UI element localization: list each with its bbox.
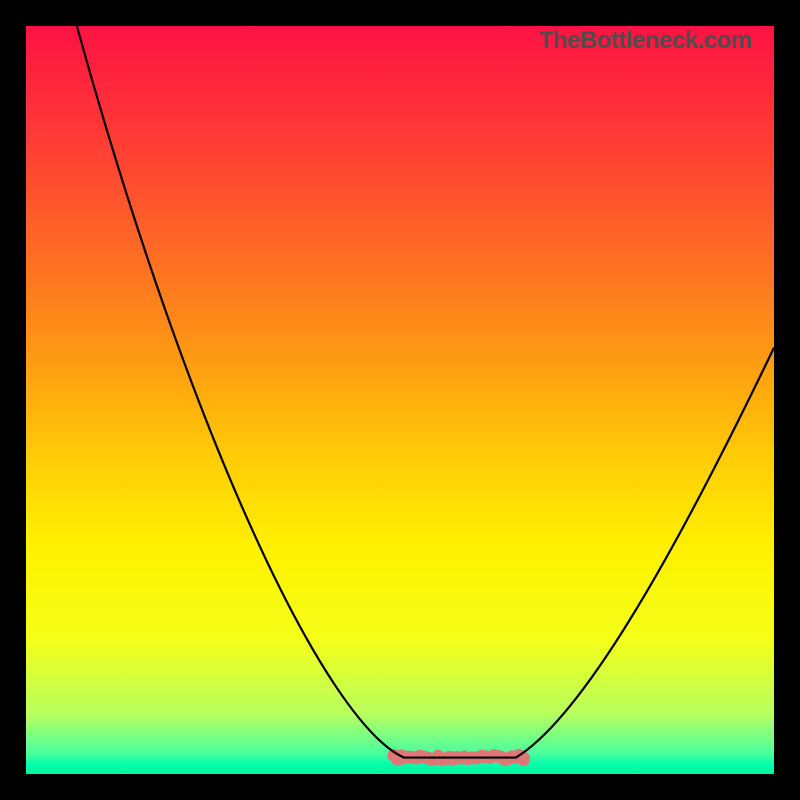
chart-root: TheBottleneck.com — [0, 0, 800, 800]
curve-layer — [26, 26, 774, 774]
plot-area — [26, 26, 774, 774]
bottleneck-curve — [77, 26, 774, 758]
watermark-text: TheBottleneck.com — [539, 27, 752, 55]
